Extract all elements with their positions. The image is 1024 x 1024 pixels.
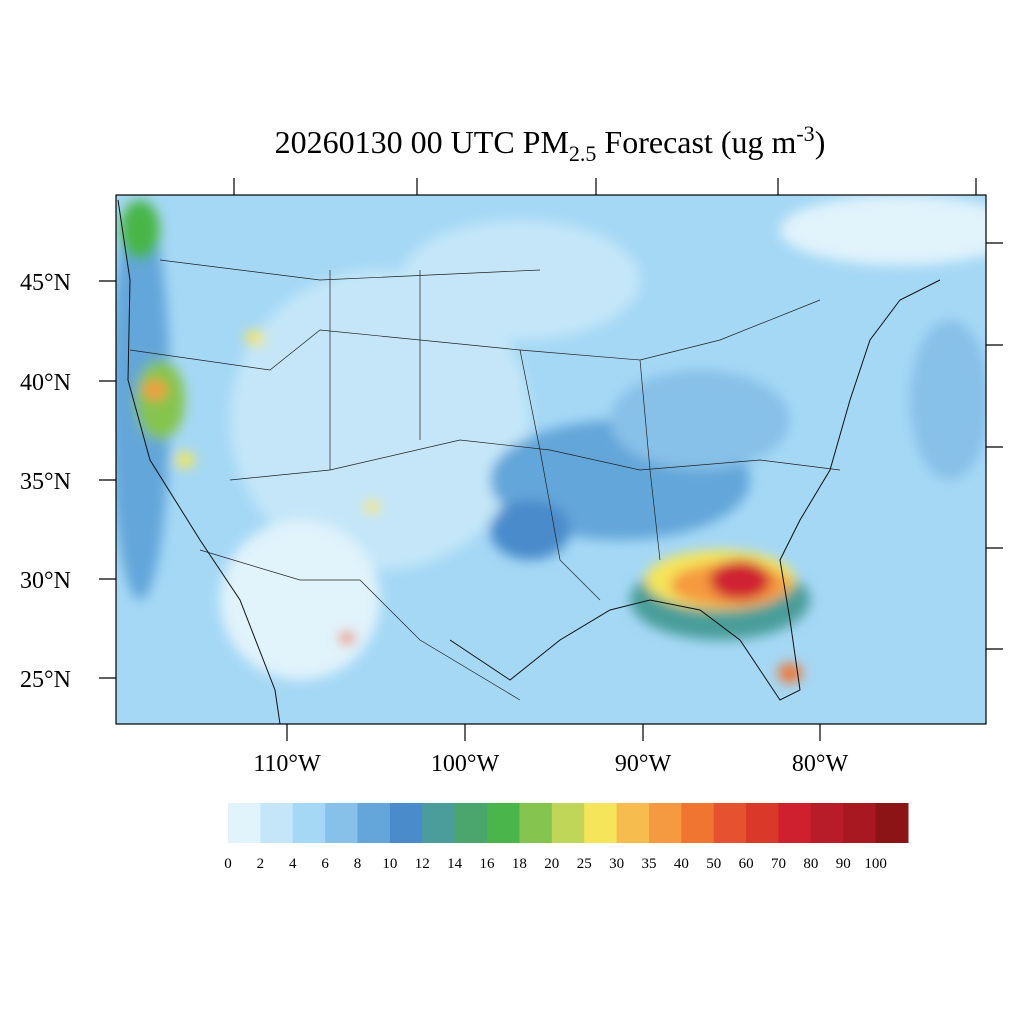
- colorbar-swatch: [551, 803, 585, 843]
- colorbar-label: 40: [674, 856, 689, 872]
- latitude-label: 35°N: [20, 469, 71, 495]
- colorbar-label: 12: [415, 856, 430, 872]
- coastline: [117, 199, 941, 724]
- state-borders: [129, 259, 841, 701]
- colorbar-swatch: [422, 803, 456, 843]
- colorbar-swatch: [260, 803, 294, 843]
- colorbar-label: 20: [544, 856, 559, 872]
- colorbar-label: 8: [354, 856, 362, 872]
- colorbar-label: 80: [803, 856, 818, 872]
- colorbar-swatch: [746, 803, 779, 843]
- longitude-label: 100°W: [431, 751, 500, 777]
- title-superscript: -3: [796, 121, 814, 146]
- title-subscript: 2.5: [569, 141, 597, 166]
- colorbar-swatch: [584, 803, 618, 843]
- colorbar-swatch: [875, 803, 909, 843]
- title: 20260130 00 UTC PM2.5 Forecast (ug m-3): [275, 121, 826, 166]
- colorbar-label: 35: [641, 856, 656, 872]
- colorbar-label: 16: [480, 856, 496, 872]
- colorbar-label: 50: [706, 856, 721, 872]
- colorbar-label: 90: [836, 856, 851, 872]
- colorbar-label: 14: [447, 856, 463, 872]
- colorbar-label: 10: [382, 856, 397, 872]
- colorbar-swatch: [810, 803, 844, 843]
- latitude-label: 45°N: [20, 270, 71, 296]
- map-frame: [115, 194, 987, 725]
- latitude-label: 30°N: [20, 568, 71, 594]
- map-field: [116, 195, 986, 724]
- colorbar-swatch: [454, 803, 488, 843]
- colorbar-label: 2: [257, 856, 265, 872]
- colorbar-swatch: [519, 803, 553, 843]
- colorbar-swatch: [389, 803, 423, 843]
- colorbar-swatch: [325, 803, 359, 843]
- colorbar-swatch: [616, 803, 650, 843]
- colorbar-label: 18: [512, 856, 527, 872]
- title-text: 20260130 00 UTC PM: [275, 124, 569, 160]
- longitude-label: 80°W: [792, 751, 849, 777]
- colorbar-label: 60: [739, 856, 754, 872]
- colorbar-swatch: [843, 803, 877, 843]
- colorbar-swatch: [228, 803, 261, 843]
- colorbar-label: 6: [321, 856, 329, 872]
- colorbar-swatch: [648, 803, 682, 843]
- latitude-label: 25°N: [20, 667, 71, 693]
- title-text: ): [815, 124, 826, 160]
- colorbar-label: 100: [864, 856, 887, 872]
- colorbar: 0 2 4 6 8 10 12 14 16 18 20 25 30 35 40 50 60 70 80 90 100: [224, 803, 909, 872]
- latitude-label: 40°N: [20, 370, 71, 396]
- title-text: Forecast (ug m: [596, 124, 796, 160]
- longitude-label: 90°W: [615, 751, 672, 777]
- colorbar-label: 30: [609, 856, 624, 872]
- map-ticks: [99, 178, 1003, 741]
- colorbar-swatch: [681, 803, 715, 843]
- colorbar-label: 4: [289, 856, 297, 872]
- colorbar-label: 25: [577, 856, 592, 872]
- colorbar-label: 0: [224, 856, 232, 872]
- colorbar-swatch: [778, 803, 812, 843]
- colorbar-label: 70: [771, 856, 786, 872]
- longitude-label: 110°W: [253, 751, 321, 777]
- colorbar-swatch: [487, 803, 520, 843]
- colorbar-swatch: [713, 803, 747, 843]
- colorbar-swatch: [292, 803, 326, 843]
- colorbar-swatch: [357, 803, 391, 843]
